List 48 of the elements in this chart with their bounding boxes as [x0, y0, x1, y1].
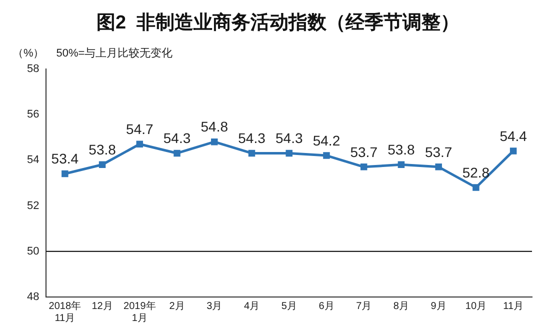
data-label: 53.4 — [51, 150, 79, 167]
data-label: 54.3 — [238, 130, 266, 146]
point — [98, 161, 106, 168]
y-tick-label: 56 — [26, 108, 40, 120]
data-label: 54.2 — [312, 132, 340, 148]
data-label: 53.7 — [424, 144, 452, 160]
x-tick-label: 4月 — [244, 300, 260, 312]
point — [286, 150, 292, 157]
y-tick-label: 54 — [26, 154, 40, 166]
x-tick-label: 3月 — [206, 300, 222, 312]
y-tick-label: 48 — [26, 291, 40, 304]
point — [323, 152, 330, 159]
data-label: 53.8 — [88, 142, 116, 158]
x-tick-label: 2月 — [169, 300, 185, 312]
data-label: 54.8 — [200, 118, 228, 135]
chart-title: 图2 非制造业商务活动指数（经季节调整） — [96, 12, 460, 34]
x-tick-label: 2018年 11月 — [48, 300, 82, 324]
y-tick-label: 52 — [26, 200, 40, 212]
point — [510, 148, 517, 154]
point — [211, 138, 218, 146]
data-label: 54.3 — [275, 130, 303, 146]
x-tick-label: 7月 — [356, 300, 372, 312]
x-tick-label: 12月 — [92, 300, 113, 312]
data-label: 53.7 — [350, 144, 378, 160]
y-axis-title: （%） — [12, 47, 44, 60]
x-tick-label: 10月 — [465, 300, 487, 312]
data-label: 54.3 — [163, 130, 191, 146]
x-tick-label: 11月 — [503, 300, 524, 312]
data-label: 52.8 — [462, 164, 490, 180]
y-tick-label: 50 — [26, 245, 40, 258]
data-label: 54.7 — [126, 120, 154, 137]
x-tick-label: 8月 — [393, 300, 409, 312]
point — [136, 140, 144, 148]
point — [398, 161, 405, 168]
point — [174, 150, 180, 157]
point — [62, 170, 68, 178]
x-tick-label: 2019年 1月 — [124, 300, 156, 324]
data-label: 53.8 — [388, 142, 416, 158]
data-label: 54.4 — [500, 128, 528, 144]
point — [248, 150, 256, 157]
point — [360, 164, 368, 170]
x-tick-label: 6月 — [318, 300, 334, 312]
point — [472, 184, 480, 191]
y-tick-label: 58 — [26, 62, 40, 75]
point — [435, 164, 442, 170]
text: 50%=与上月比较无变化 — [56, 46, 173, 60]
x-tick-label: 5月 — [281, 300, 297, 312]
x-tick-label: 9月 — [430, 300, 446, 312]
